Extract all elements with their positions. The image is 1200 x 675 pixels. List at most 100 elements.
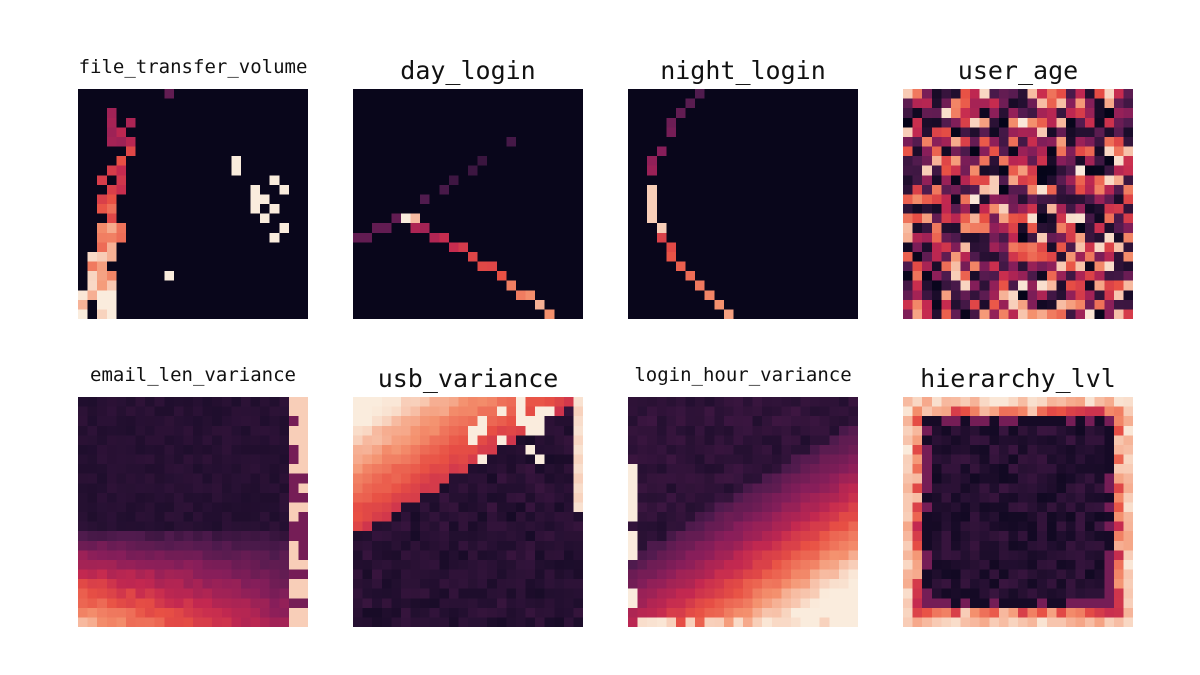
- heatmap-cell: [1008, 117, 1019, 128]
- heatmap-cell: [544, 165, 555, 176]
- heatmap-cell: [410, 232, 421, 243]
- heatmap-cell: [695, 165, 706, 176]
- heatmap-cell: [733, 464, 744, 475]
- heatmap-cell: [97, 165, 108, 176]
- heatmap-cell: [685, 108, 696, 119]
- heatmap-cell: [145, 204, 156, 215]
- heatmap-cell: [439, 512, 450, 523]
- heatmap-cell: [525, 444, 536, 455]
- heatmap-cell: [838, 531, 849, 542]
- heatmap-cell: [487, 512, 498, 523]
- heatmap-cell: [979, 588, 990, 599]
- heatmap-cell: [164, 531, 175, 542]
- heatmap-cell: [781, 540, 792, 551]
- heatmap-cell: [743, 425, 754, 436]
- heatmap-cell: [979, 204, 990, 215]
- heatmap-cell: [912, 290, 923, 301]
- heatmap-cell: [950, 569, 961, 580]
- heatmap-cell: [353, 521, 364, 532]
- heatmap-cell: [1085, 617, 1096, 627]
- heatmap-cell: [429, 213, 440, 224]
- heatmap-cell: [752, 127, 763, 138]
- heatmap-cell: [800, 521, 811, 532]
- heatmap-cell: [733, 540, 744, 551]
- heatmap-cell: [202, 425, 213, 436]
- heatmap-cell: [468, 473, 479, 484]
- heatmap-cell: [410, 242, 421, 253]
- heatmap-cell: [439, 454, 450, 465]
- heatmap-cell: [269, 540, 280, 551]
- heatmap-cell: [391, 483, 402, 494]
- heatmap-cell: [353, 184, 364, 195]
- heatmap-cell: [202, 223, 213, 234]
- heatmap-cell: [989, 425, 1000, 436]
- heatmap-cell: [125, 502, 136, 513]
- heatmap-cell: [752, 598, 763, 609]
- heatmap-cell: [912, 98, 923, 109]
- heatmap-cell: [515, 156, 526, 167]
- heatmap-cell: [903, 232, 914, 243]
- heatmap-cell: [573, 569, 583, 580]
- heatmap-cell: [106, 598, 117, 609]
- heatmap-cell: [1046, 579, 1057, 590]
- heatmap-cell: [193, 588, 204, 599]
- heatmap-cell: [1027, 617, 1038, 627]
- heatmap-cell: [1008, 213, 1019, 224]
- heatmap-cell: [922, 521, 933, 532]
- heatmap-cell: [704, 579, 715, 590]
- heatmap-cell: [535, 204, 546, 215]
- heatmap-cell: [819, 299, 830, 310]
- heatmap-cell: [695, 156, 706, 167]
- heatmap-cell: [288, 512, 299, 523]
- heatmap-cell: [362, 309, 373, 319]
- heatmap-cell: [279, 290, 290, 301]
- heatmap-cell: [1008, 550, 1019, 561]
- heatmap-cell: [391, 89, 402, 100]
- heatmap-cell: [496, 213, 507, 224]
- heatmap-cell: [298, 184, 308, 195]
- heatmap-cell: [212, 406, 223, 417]
- heatmap-cell: [685, 435, 696, 446]
- heatmap-cell: [1056, 299, 1067, 310]
- heatmap-cell: [458, 146, 469, 157]
- heatmap-cell: [1075, 194, 1086, 205]
- heatmap-cell: [931, 531, 942, 542]
- heatmap-cell: [714, 559, 725, 570]
- heatmap-cell: [260, 299, 271, 310]
- heatmap-cell: [1113, 397, 1124, 408]
- heatmap-cell: [250, 607, 261, 618]
- heatmap-cell: [1113, 607, 1124, 618]
- heatmap-cell: [468, 175, 479, 186]
- heatmap-cell: [97, 156, 108, 167]
- heatmap-cell: [1123, 213, 1133, 224]
- heatmap-cell: [400, 242, 411, 253]
- heatmap-cell: [250, 89, 261, 100]
- heatmap-cell: [950, 550, 961, 561]
- heatmap-cell: [979, 454, 990, 465]
- heatmap-cell: [941, 223, 952, 234]
- heatmap-cell: [960, 483, 971, 494]
- heatmap-cell: [781, 444, 792, 455]
- heatmap-cell: [260, 165, 271, 176]
- heatmap-cell: [116, 521, 127, 532]
- heatmap-cell: [506, 521, 517, 532]
- heatmap-cell: [525, 483, 536, 494]
- heatmap-cell: [353, 175, 364, 186]
- heatmap-cell: [695, 127, 706, 138]
- heatmap-cell: [173, 435, 184, 446]
- heatmap-cell: [183, 492, 194, 503]
- heatmap-cell: [116, 569, 127, 580]
- heatmap-cell: [1094, 425, 1105, 436]
- heatmap-cell: [448, 521, 459, 532]
- heatmap-cell: [78, 156, 89, 167]
- heatmap-cell: [723, 416, 734, 427]
- heatmap-cell: [931, 156, 942, 167]
- heatmap-cell: [106, 290, 117, 301]
- heatmap-cell: [989, 540, 1000, 551]
- heatmap-cell: [1113, 464, 1124, 475]
- heatmap-cell: [989, 204, 1000, 215]
- heatmap-cell: [554, 598, 565, 609]
- heatmap-cell: [353, 492, 364, 503]
- heatmap-cell: [106, 579, 117, 590]
- heatmap-cell: [448, 607, 459, 618]
